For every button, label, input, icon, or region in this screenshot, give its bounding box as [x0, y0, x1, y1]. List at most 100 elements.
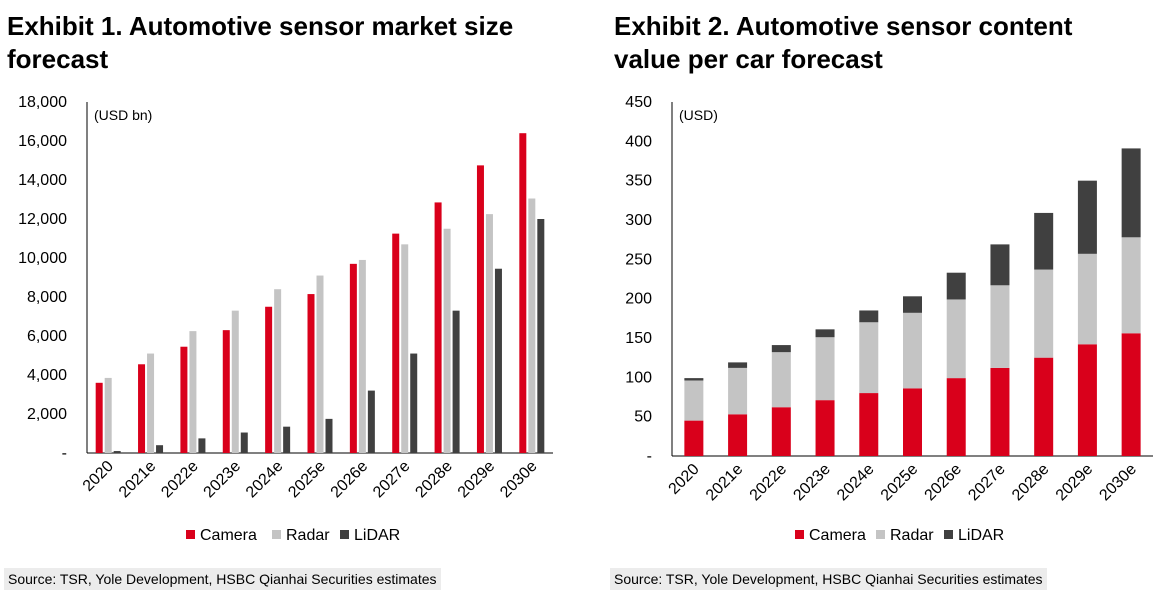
- legend-label-camera: Camera: [809, 527, 866, 544]
- y-tick-label: 6,000: [27, 328, 67, 345]
- exhibit-2-title: Exhibit 2. Automotive sensor content val…: [614, 11, 1073, 74]
- bar-camera-2022e: [180, 346, 188, 453]
- y-tick-label: 18,000: [18, 94, 67, 111]
- bar-lidar-2025e: [903, 296, 922, 313]
- bar-camera-2030e: [1121, 333, 1141, 456]
- bar-radar-2030e: [528, 198, 536, 453]
- y-tick-label: 100: [625, 369, 652, 386]
- bar-lidar-2026e: [367, 390, 375, 453]
- bar-radar-2026e: [358, 259, 366, 453]
- bar-lidar-2021e: [728, 362, 748, 368]
- bar-camera-2026e: [946, 378, 966, 456]
- bar-lidar-2027e: [990, 244, 1010, 286]
- legend-label-camera: Camera: [200, 527, 257, 544]
- x-tick-label: 2026e: [922, 461, 966, 505]
- x-tick-label: 2022e: [158, 458, 202, 502]
- y-tick-label: 2,000: [27, 406, 67, 423]
- bar-lidar-2028e: [1034, 212, 1054, 270]
- bar-radar-2027e: [401, 244, 409, 453]
- x-tick-label: 2025e: [878, 461, 922, 505]
- bar-lidar-2030e: [537, 219, 545, 453]
- x-tick-label: 2025e: [285, 458, 329, 502]
- x-tick-label: 2020: [666, 461, 703, 498]
- x-tick-label: 2024e: [834, 461, 878, 505]
- exhibit-1-source: Source: TSR, Yole Development, HSBC Qian…: [4, 568, 441, 590]
- bar-radar-2024e: [274, 289, 282, 453]
- y-tick-label: 16,000: [18, 133, 67, 150]
- bar-radar-2023e: [231, 310, 239, 453]
- bar-camera-2030e: [519, 133, 527, 453]
- bar-radar-2020: [104, 377, 112, 453]
- bar-camera-2025e: [307, 294, 315, 453]
- x-tick-label: 2027e: [965, 461, 1009, 505]
- y-tick-label: -: [62, 445, 67, 462]
- bar-camera-2024e: [859, 393, 879, 456]
- bar-lidar-2023e: [815, 329, 835, 338]
- bar-camera-2020: [684, 420, 704, 456]
- y-tick-label: 12,000: [18, 211, 67, 228]
- bar-radar-2021e: [728, 367, 748, 415]
- x-tick-label: 2024e: [243, 458, 287, 502]
- bar-radar-2025e: [903, 312, 922, 389]
- legend-label-radar: Radar: [890, 527, 934, 544]
- legend-swatch-camera: [186, 530, 195, 539]
- legend-swatch-radar: [876, 530, 885, 539]
- exhibit-2: Exhibit 2. Automotive sensor content val…: [606, 0, 1168, 608]
- exhibit-1: Exhibit 1. Automotive sensor market size…: [0, 0, 580, 608]
- unit-label: (USD bn): [94, 107, 152, 123]
- bar-radar-2022e: [189, 331, 197, 453]
- bar-radar-2023e: [815, 337, 835, 401]
- legend-swatch-camera: [795, 530, 804, 539]
- bar-camera-2024e: [265, 306, 273, 453]
- y-tick-label: 300: [625, 212, 652, 229]
- y-tick-label: 150: [625, 330, 652, 347]
- bar-lidar-2024e: [283, 426, 291, 453]
- legend-label-lidar: LiDAR: [958, 527, 1004, 544]
- content-value-chart: - 50 100 150 200 250 300 350 400 450 (USD) 2020 2021…: [625, 94, 1153, 544]
- x-tick-label: 2029e: [1053, 461, 1097, 505]
- x-tick-label: 2023e: [790, 461, 834, 505]
- y-tick-label: 250: [625, 251, 652, 268]
- y-tick-label: 200: [625, 291, 652, 308]
- bar-camera-2021e: [728, 414, 748, 456]
- bar-lidar-2030e: [1121, 148, 1141, 238]
- bar-lidar-2022e: [198, 438, 206, 453]
- bar-lidar-2021e: [156, 445, 164, 453]
- bar-lidar-2027e: [410, 353, 418, 453]
- bar-radar-2025e: [316, 275, 324, 453]
- y-tick-label: 4,000: [27, 367, 67, 384]
- market-size-chart: - 2,000 4,000 6,000 8,000 10,000 12,000 14,000 1…: [18, 94, 553, 544]
- bar-radar-2024e: [859, 322, 879, 394]
- bar-lidar-2025e: [325, 418, 333, 453]
- legend-swatch-lidar: [944, 530, 953, 539]
- y-tick-label: 8,000: [27, 289, 67, 306]
- x-tick-label: 2023e: [201, 458, 245, 502]
- legend-swatch-lidar: [340, 530, 349, 539]
- x-tick-label: 2029e: [455, 458, 499, 502]
- bar-camera-2029e: [1077, 344, 1097, 456]
- x-tick-label: 2030e: [1096, 461, 1140, 505]
- bar-camera-2020: [95, 382, 103, 453]
- bar-radar-2027e: [990, 285, 1010, 368]
- bar-lidar-2028e: [452, 310, 460, 453]
- bar-lidar-2020: [684, 378, 704, 381]
- y-tick-label: 450: [625, 94, 652, 111]
- bar-lidar-2026e: [946, 272, 966, 300]
- x-tick-label: 2030e: [497, 458, 541, 502]
- bar-camera-2021e: [138, 364, 146, 453]
- bar-radar-2020: [684, 380, 704, 421]
- legend-label-lidar: LiDAR: [354, 527, 400, 544]
- bar-lidar-2029e: [1077, 180, 1097, 254]
- bar-radar-2022e: [771, 352, 791, 408]
- bar-camera-2023e: [815, 400, 835, 456]
- legend-label-radar: Radar: [286, 527, 330, 544]
- bar-radar-2030e: [1121, 237, 1141, 334]
- x-tick-label: 2028e: [1009, 461, 1053, 505]
- bar-camera-2026e: [349, 263, 357, 453]
- bar-radar-2026e: [946, 299, 966, 379]
- y-tick-label: 400: [625, 133, 652, 150]
- bar-radar-2029e: [485, 214, 493, 453]
- bar-camera-2022e: [771, 407, 791, 456]
- x-tick-label: 2021e: [116, 458, 160, 502]
- bar-radar-2028e: [1034, 269, 1054, 358]
